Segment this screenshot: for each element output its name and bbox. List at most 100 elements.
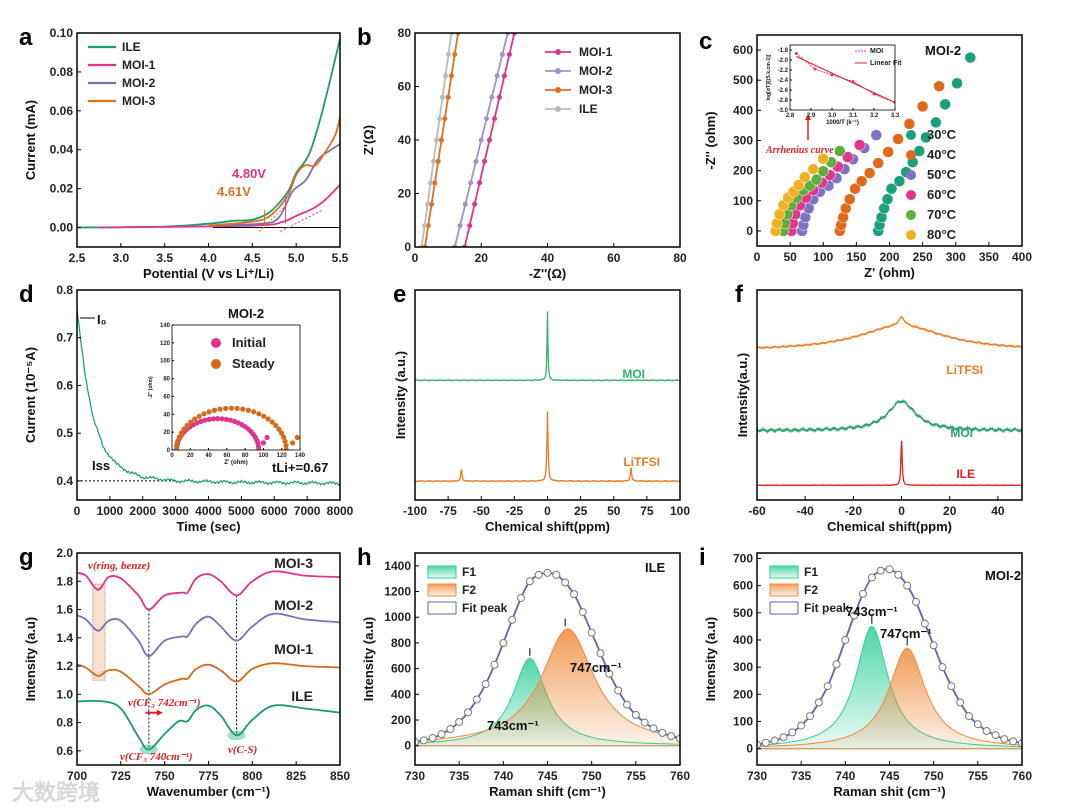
data-point — [596, 649, 605, 658]
plot-frame — [756, 34, 1023, 247]
data-point — [894, 570, 903, 579]
legend-marker — [555, 106, 561, 112]
data-point — [792, 179, 805, 191]
y-axis-label: Current (10⁻⁵A) — [23, 347, 38, 443]
data-point — [1009, 737, 1018, 746]
x-tick-label: -20 — [845, 504, 863, 518]
plot-frame — [414, 32, 681, 248]
y-tick-label: 200 — [733, 687, 753, 701]
legend-item: ILE — [545, 102, 598, 116]
y-tick-label: 0.10 — [50, 26, 74, 40]
x-tick-label: 80 — [673, 251, 687, 265]
y-tick-label: 1.6 — [56, 603, 73, 617]
legend-item: 40°C — [906, 147, 957, 162]
series-line — [77, 612, 340, 658]
panel-label: c — [699, 28, 712, 55]
y-tick-label: 20 — [163, 430, 170, 436]
data-point — [435, 158, 441, 164]
data-point — [419, 736, 428, 745]
x-tick-label: 2.5 — [69, 251, 86, 265]
y-tick-label: 0.08 — [50, 65, 74, 79]
x-tick-label: 40 — [991, 504, 1005, 518]
fitted-component-area — [415, 628, 680, 747]
y-tick-label: 1400 — [384, 559, 411, 573]
annotation: MOI-2 — [925, 43, 961, 58]
data-point — [467, 223, 473, 229]
data-point — [422, 223, 428, 229]
data-point — [903, 118, 916, 130]
y-tick-label: 1200 — [384, 585, 411, 599]
data-point — [198, 418, 204, 424]
data-point — [428, 180, 434, 186]
legend-label: 70°C — [927, 207, 957, 222]
ring-highlight-box — [92, 583, 106, 681]
data-point — [431, 158, 437, 164]
x-tick-label: 400 — [1012, 250, 1032, 264]
y-tick-label: -2.0 — [778, 58, 789, 64]
x-tick-label: 825 — [286, 769, 306, 783]
x-tick-label: 755 — [968, 769, 988, 783]
y-tick-label: 200 — [391, 713, 411, 727]
x-axis-label: Potential (V vs Li⁺/Li) — [143, 266, 274, 281]
x-tick-label: 4.5 — [244, 251, 261, 265]
data-point — [251, 409, 257, 415]
data-point — [442, 116, 448, 122]
y-tick-label: 0.4 — [56, 474, 73, 488]
data-point — [481, 680, 490, 689]
y-tick-label: 2.0 — [56, 546, 73, 560]
plot-frame — [76, 289, 341, 501]
data-point — [175, 438, 181, 444]
panel-label: e — [393, 281, 406, 308]
x-tick-label: 150 — [846, 250, 866, 264]
legend-label: MOI-1 — [579, 45, 613, 59]
legend-item: F2 — [769, 583, 818, 597]
x-tick-label: 100 — [670, 504, 690, 518]
legend-marker — [906, 230, 916, 240]
series-f2 — [415, 628, 680, 747]
y-axis-label: Current (mA) — [23, 100, 38, 180]
x-tick-label: 0 — [74, 504, 81, 518]
x-tick-label: 745 — [537, 769, 557, 783]
x-tick-label: 3.3 — [891, 113, 900, 119]
x-tick-label: 735 — [449, 769, 469, 783]
series-label: ILE — [956, 467, 975, 481]
annotation: 743cm⁻¹ — [846, 604, 898, 619]
x-tick-label: 120 — [277, 453, 288, 459]
panel-label: a — [19, 24, 33, 51]
y-axis-label: Intensity (a.u) — [23, 617, 38, 702]
data-point — [853, 139, 866, 151]
data-point — [947, 682, 956, 691]
x-tick-label: -40 — [797, 504, 815, 518]
x-tick-label: 300 — [946, 250, 966, 264]
y-tick-label: 0.6 — [56, 744, 73, 758]
x-tick-label: 250 — [913, 250, 933, 264]
data-point — [849, 182, 861, 195]
data-point — [649, 724, 658, 733]
data-point — [623, 700, 631, 709]
legend-item: MOI-2 — [88, 76, 156, 90]
legend-item: Fit peak — [427, 601, 508, 615]
data-point — [442, 73, 448, 79]
x-tick-label: 0 — [544, 504, 551, 518]
panel-b: 0 20 40 60 80 0 20 40 60 80 -Z''(Ω) Z'(Ω) b MOI-1 MOI-… — [357, 24, 687, 281]
data-point — [487, 137, 493, 143]
x-tick-label: 2.8 — [786, 113, 795, 119]
shift-arrow-head — [156, 709, 163, 716]
series-ile — [757, 440, 1022, 487]
data-point — [757, 740, 761, 749]
y-tick-label: 40 — [398, 133, 412, 147]
annotation: tLi+=0.67 — [272, 460, 328, 475]
x-tick-label: -25 — [506, 504, 524, 518]
legend-label: Initial — [232, 335, 266, 350]
data-point — [452, 51, 458, 57]
annotation: I₀ — [97, 312, 107, 327]
legend-item: Steady — [211, 356, 275, 371]
data-point — [283, 447, 289, 450]
y-axis-label: Intensity (a.u) — [361, 617, 376, 702]
x-tick-label: 3.0 — [112, 251, 129, 265]
data-point — [794, 52, 798, 55]
x-tick-label: 5.5 — [332, 251, 349, 265]
series-line — [757, 398, 1022, 434]
legend-item: F1 — [769, 565, 818, 579]
